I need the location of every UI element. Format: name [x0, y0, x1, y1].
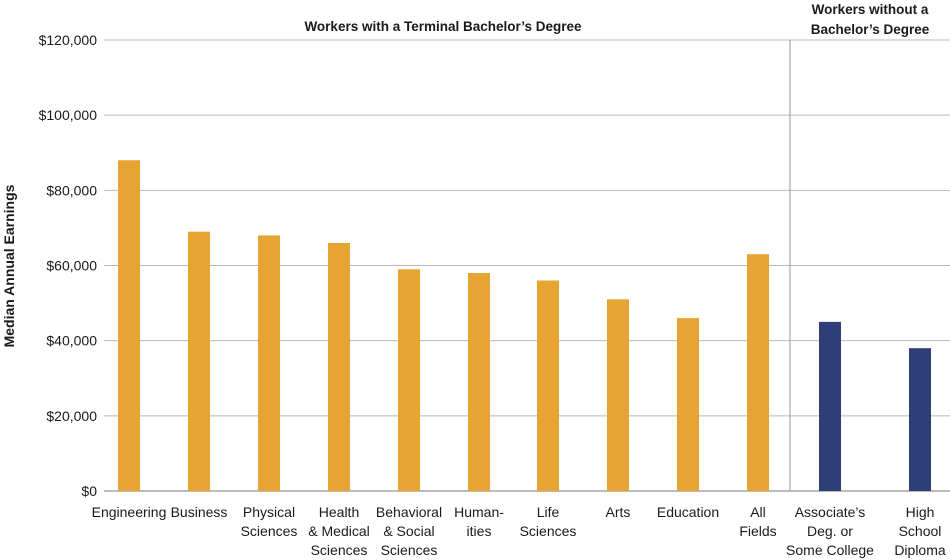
y-tick-label: $20,000 [46, 408, 97, 424]
x-tick-label: Education [657, 504, 719, 520]
gridlines [104, 39, 950, 492]
x-tick-label: Engineering [92, 504, 167, 520]
bar [258, 235, 280, 491]
y-tick-label: $80,000 [46, 182, 97, 198]
bar [398, 269, 420, 491]
bar [909, 348, 931, 491]
group-headers: Workers with a Terminal Bachelor’s Degre… [304, 2, 929, 37]
bar [118, 160, 140, 491]
y-tick-label: $120,000 [39, 32, 98, 48]
x-tick-label: Human-ities [454, 504, 504, 539]
x-axis-categories: Engineering Business Physical Sciences Healt… [92, 504, 946, 558]
x-tick-label: All Fields [739, 504, 776, 539]
bar [677, 318, 699, 491]
group-header-no-bachelor: Workers without a Bachelor’s Degree [811, 2, 930, 37]
x-tick-label: Business [171, 504, 228, 520]
y-tick-label: $40,000 [46, 333, 97, 349]
bar [607, 299, 629, 491]
y-axis-ticks: $0 $20,000 $40,000 $60,000 $80,000 $100,000 $1… [39, 32, 98, 499]
group-header-bachelor: Workers with a Terminal Bachelor’s Degre… [304, 19, 582, 34]
y-tick-label: $60,000 [46, 258, 97, 274]
bar [468, 273, 490, 491]
x-tick-label: Physical Sciences [241, 504, 298, 539]
x-tick-label: Arts [606, 504, 631, 520]
bar [328, 242, 350, 491]
x-tick-label: Health & Medical Sciences [308, 504, 369, 558]
x-tick-label: Associate’s Deg. or Some College [786, 504, 874, 558]
bar [537, 280, 559, 491]
y-axis-label: Median Annual Earnings [1, 184, 17, 347]
y-tick-label: $0 [81, 483, 97, 499]
x-tick-label: High School Diploma [894, 504, 946, 558]
bars [118, 160, 931, 492]
y-tick-label: $100,000 [39, 107, 98, 123]
bar [747, 254, 769, 491]
x-tick-label: Behavioral & Social Sciences [376, 504, 442, 558]
bar [188, 231, 210, 492]
x-tick-label: Life Sciences [520, 504, 577, 539]
bar [819, 321, 841, 491]
